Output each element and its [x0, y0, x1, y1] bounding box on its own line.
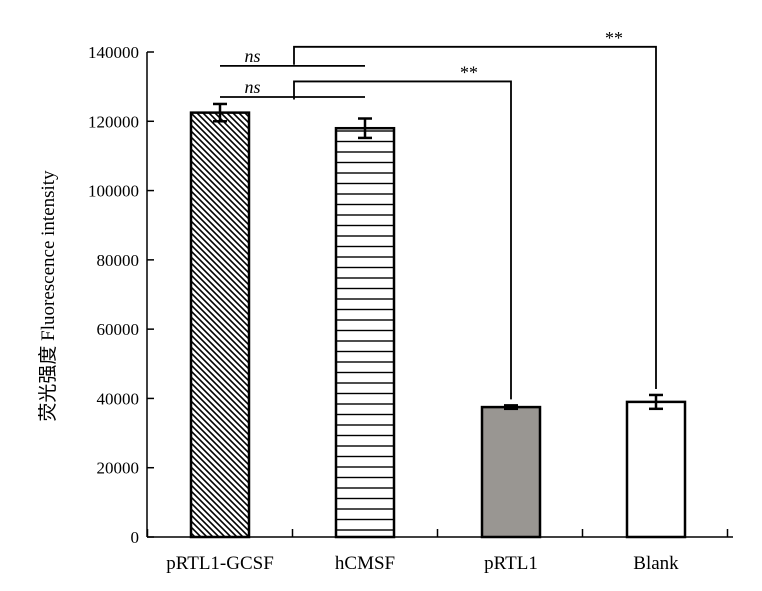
y-tick-label: 40000 — [97, 389, 140, 408]
significance-label: ** — [460, 62, 478, 82]
bars — [189, 102, 687, 539]
significance-label: ns — [244, 77, 260, 97]
significance-bracket — [293, 80, 512, 400]
significance-label: ** — [605, 28, 623, 48]
significance-bracket — [293, 45, 657, 389]
y-tick-label: 0 — [131, 528, 140, 547]
y-tick-label: 20000 — [97, 459, 140, 478]
x-tick-label: hCMSF — [335, 553, 395, 574]
x-tick-label: pRTL1-GCSF — [166, 553, 274, 574]
bar — [334, 126, 396, 539]
y-axis-label: 荧光强度 Fluorescence intensity — [37, 170, 59, 422]
y-tick-label: 120000 — [88, 112, 139, 131]
y-tick-label: 80000 — [97, 251, 140, 270]
significance-annotations: ns ns ** ** — [220, 28, 657, 400]
axes: 0 20000 40000 60000 80000 100000 120000 140000 p… — [88, 43, 733, 574]
significance-label: ns — [244, 46, 260, 66]
bar — [480, 405, 542, 539]
bar — [189, 111, 251, 539]
x-tick-label: pRTL1 — [484, 553, 538, 574]
y-tick-label: 60000 — [97, 320, 140, 339]
y-tick-label: 140000 — [88, 43, 139, 62]
x-tick-label: Blank — [633, 553, 679, 574]
y-tick-label: 100000 — [88, 182, 139, 201]
bar — [625, 400, 687, 539]
